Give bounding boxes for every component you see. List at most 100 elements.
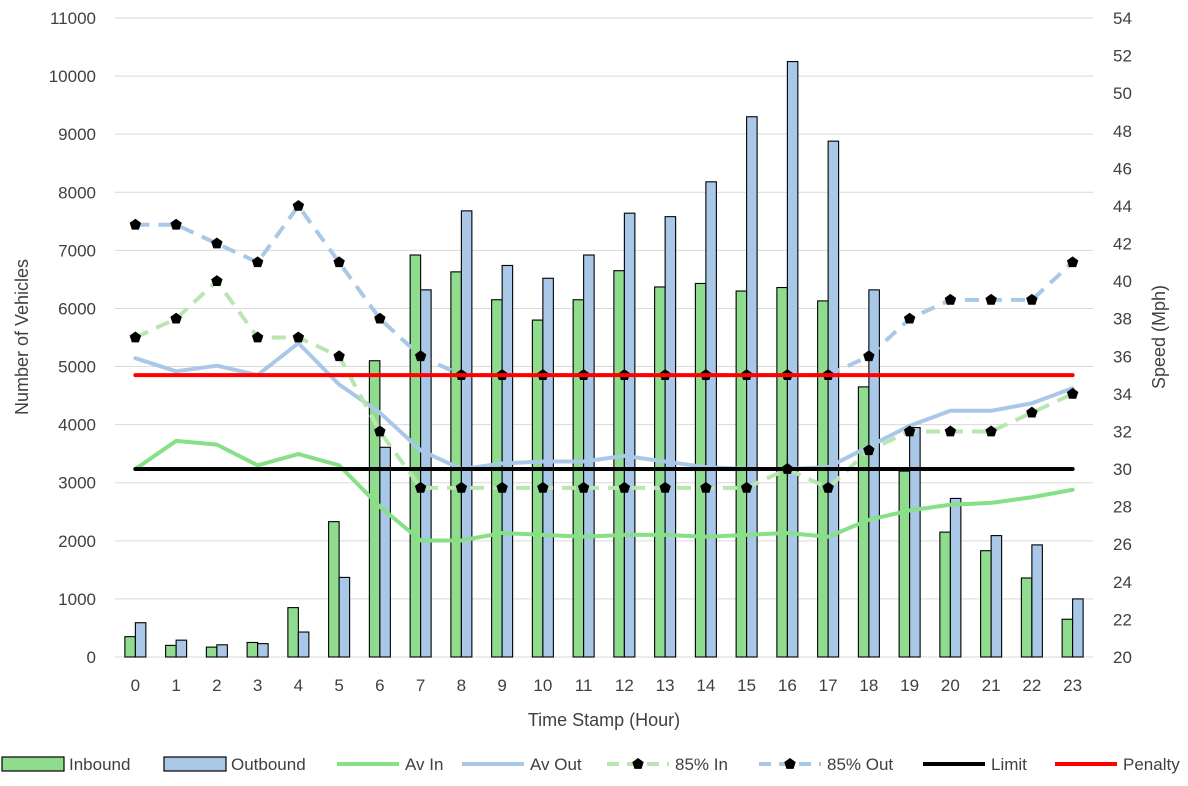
bar-inbound: [654, 286, 666, 658]
line-85-out: [135, 203, 1074, 378]
x-tick-label: 14: [696, 676, 715, 695]
x-tick-label: 4: [294, 676, 303, 695]
marker-85-in: [1066, 387, 1079, 399]
marker-85-in: [414, 481, 427, 493]
y-tick-label: 11000: [50, 9, 96, 28]
y-tick-label: 7000: [58, 241, 96, 260]
y-tick-label: 0: [87, 648, 96, 667]
marker-85-in: [740, 481, 753, 493]
y2-tick-label: 30: [1113, 460, 1132, 479]
marker-85-in: [577, 481, 590, 493]
legend-marker-85-out: [784, 758, 796, 769]
bar-outbound: [990, 535, 1003, 658]
x-tick-label: 10: [533, 676, 552, 695]
right-axis-ticks: 20 22 24 26 28 30 32 34 36 38 40 42 44 46 48 50 52 54: [1113, 9, 1132, 667]
bar-inbound: [898, 470, 911, 658]
y2-tick-label: 22: [1113, 610, 1132, 629]
bar-outbound: [338, 576, 351, 658]
legend: Inbound Outbound Av In Av Out 85% In 85% Out L…: [1, 755, 1180, 774]
marker-85-in: [863, 444, 875, 456]
y-tick-label: 10000: [49, 67, 96, 86]
bar-outbound: [827, 140, 840, 658]
y2-tick-label: 38: [1113, 310, 1132, 329]
line-85-in: [134, 279, 1074, 490]
bar-inbound: [205, 646, 218, 658]
legend-label-penalty: Penalty: [1123, 755, 1180, 774]
bar-outbound: [420, 289, 432, 658]
bar-outbound: [216, 644, 228, 658]
marker-85-in: [985, 425, 997, 437]
bar-outbound: [786, 61, 799, 658]
bar-outbound: [379, 446, 391, 658]
bar-inbound: [328, 521, 340, 658]
marker-85-out: [129, 218, 142, 230]
bar-inbound: [735, 290, 748, 658]
x-tick-label: 0: [131, 676, 140, 695]
bar-inbound: [817, 300, 829, 658]
x-tick-label: 5: [334, 676, 343, 695]
y2-tick-label: 48: [1113, 122, 1132, 141]
marker-85-out: [292, 199, 305, 211]
marker-85-in: [455, 481, 468, 493]
marker-85-out: [170, 218, 182, 230]
legend-swatch-outbound: [163, 756, 227, 772]
x-tick-label: 2: [212, 676, 221, 695]
x-tick-label: 9: [497, 676, 506, 695]
y-tick-label: 9000: [58, 125, 96, 144]
marker-85-out: [903, 312, 916, 324]
gridlines: [115, 17, 1093, 658]
marker-85-in: [496, 481, 508, 493]
bar-inbound: [1061, 618, 1074, 658]
marker-85-in: [822, 481, 834, 493]
bar-outbound: [460, 210, 473, 658]
marker-85-in: [700, 481, 712, 493]
marker-85-in: [618, 481, 631, 493]
marker-85-out: [414, 350, 427, 362]
bar-inbound: [409, 254, 422, 658]
marker-85-in: [129, 331, 142, 343]
left-axis-ticks: 0 1000 2000 3000 4000 5000 6000 7000 8000 9000 100…: [49, 9, 96, 667]
x-tick-label: 6: [375, 676, 384, 695]
legend-label-av-in: Av In: [405, 755, 443, 774]
bar-inbound: [491, 299, 503, 658]
marker-85-in: [374, 425, 386, 437]
marker-85-in: [903, 425, 916, 437]
marker-85-out: [374, 312, 386, 324]
marker-85-in: [1026, 406, 1038, 418]
x-axis-ticks: 0 1 2 3 4 5 6 7 8 9 10 11 12 13 14 15 16 17 18 19 20 21 22 23: [131, 676, 1082, 695]
y2-tick-label: 54: [1113, 9, 1132, 28]
legend-label-inbound: Inbound: [69, 755, 130, 774]
x-tick-label: 18: [859, 676, 878, 695]
x-tick-label: 13: [656, 676, 675, 695]
x-tick-label: 11: [575, 676, 593, 695]
x-tick-label: 19: [900, 676, 919, 695]
y2-tick-label: 42: [1113, 235, 1132, 254]
marker-85-in: [170, 312, 182, 324]
bar-inbound: [165, 644, 177, 658]
y2-tick-label: 26: [1113, 535, 1132, 554]
bar-outbound: [1031, 544, 1043, 658]
bar-outbound: [257, 643, 269, 658]
y2-tick-label: 20: [1113, 648, 1132, 667]
legend-label-85-in: 85% In: [675, 755, 728, 774]
y2-axis-title: Speed (Mph): [1149, 285, 1169, 389]
bar-outbound: [1072, 598, 1084, 658]
y2-tick-label: 46: [1113, 159, 1132, 178]
marker-85-out: [333, 256, 345, 268]
bar-outbound: [705, 181, 717, 658]
y-axis-title: Number of Vehicles: [12, 259, 32, 415]
bar-inbound: [980, 550, 992, 658]
y2-tick-label: 36: [1113, 347, 1132, 366]
x-tick-label: 1: [171, 676, 180, 695]
y2-tick-label: 34: [1113, 385, 1132, 404]
bar-outbound: [949, 497, 962, 658]
marker-85-out: [1066, 256, 1079, 268]
marker-85-in: [251, 331, 264, 343]
y-tick-label: 5000: [58, 358, 96, 377]
x-tick-label: 8: [457, 676, 466, 695]
x-tick-label: 17: [819, 676, 838, 695]
legend-marker-85-in: [632, 758, 644, 769]
bar-outbound: [868, 289, 880, 658]
marker-85-out: [985, 293, 997, 305]
